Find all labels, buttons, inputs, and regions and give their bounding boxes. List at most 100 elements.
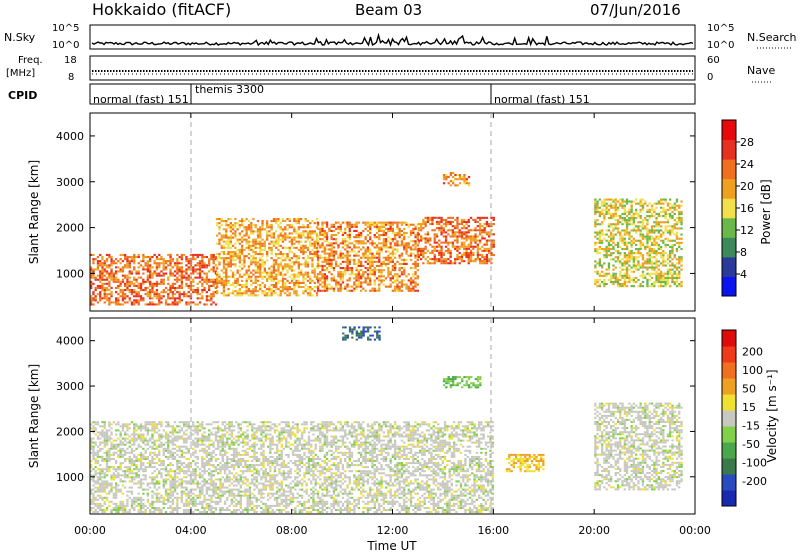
data-cell [288, 288, 291, 291]
data-cell [403, 267, 406, 270]
data-cell [241, 246, 244, 249]
data-cell [641, 206, 645, 209]
data-cell [92, 274, 95, 277]
data-cell [355, 234, 358, 237]
data-cell [103, 291, 106, 294]
data-cell [598, 285, 601, 288]
data-cell [99, 270, 102, 273]
data-cell [394, 252, 397, 255]
data-cell [373, 273, 376, 276]
data-cell [469, 251, 473, 254]
data-cell [417, 239, 420, 242]
data-cell [236, 228, 239, 231]
data-cell [321, 244, 324, 247]
data-cell [222, 279, 226, 282]
data-cell [601, 248, 604, 251]
data-cell [619, 254, 622, 257]
data-cell [375, 277, 379, 280]
data-cell [369, 271, 372, 274]
data-cell [357, 258, 360, 261]
data-cell [151, 282, 154, 285]
data-cell [96, 278, 100, 281]
data-cell [139, 455, 143, 458]
date-title: 07/Jun/2016 [590, 1, 681, 19]
data-cell [628, 278, 631, 281]
data-cell [344, 229, 347, 232]
data-cell [158, 464, 161, 467]
data-cell [173, 286, 177, 289]
data-cell [341, 281, 345, 284]
data-cell [300, 263, 303, 266]
data-cell [126, 468, 129, 471]
data-cell [155, 445, 159, 448]
data-cell [391, 223, 394, 226]
data-cell [614, 278, 617, 281]
data-cell [162, 264, 165, 267]
data-cell [660, 215, 663, 218]
data-cell [151, 458, 154, 460]
data-cell [270, 288, 273, 291]
data-cell [263, 248, 266, 251]
data-cell [442, 231, 445, 234]
data-cell [637, 256, 640, 259]
data-cell [302, 232, 305, 235]
data-cell [641, 221, 645, 224]
data-cell [444, 260, 448, 263]
data-cell [169, 504, 172, 507]
data-cell [99, 425, 102, 428]
data-cell [94, 258, 97, 261]
data-cell [250, 240, 253, 243]
data-cell [90, 478, 93, 481]
data-cell [306, 232, 310, 235]
data-cell [227, 244, 230, 247]
data-cell [234, 218, 237, 221]
data-cell [394, 275, 397, 278]
data-cell [467, 225, 470, 228]
data-cell [144, 421, 147, 424]
data-cell [158, 299, 161, 302]
data-cell [119, 253, 122, 256]
data-cell [442, 223, 445, 226]
data-cell [660, 229, 663, 232]
data-cell [105, 295, 109, 298]
data-cell [451, 233, 454, 236]
data-cell [164, 468, 168, 471]
data-cell [321, 231, 324, 234]
data-cell [662, 262, 665, 265]
data-cell [99, 278, 102, 281]
data-cell [669, 245, 672, 248]
data-cell [646, 258, 649, 261]
data-cell [128, 455, 131, 458]
data-cell [241, 294, 244, 297]
data-cell [284, 281, 287, 284]
data-cell [112, 466, 115, 469]
data-cell [306, 286, 310, 289]
data-cell [151, 274, 154, 277]
data-cell [293, 292, 296, 295]
data-cell [124, 289, 127, 292]
data-cell [208, 286, 211, 289]
data-cell [259, 230, 262, 233]
data-cell [259, 275, 262, 278]
data-cell [94, 498, 97, 501]
data-cell [279, 253, 282, 256]
data-cell [664, 237, 667, 240]
data-cell [648, 248, 651, 251]
data-cell [263, 244, 266, 247]
data-cell [405, 252, 408, 255]
data-cell [124, 453, 127, 456]
data-cell [671, 281, 674, 284]
data-cell [353, 283, 356, 286]
data-cell [146, 280, 149, 283]
data-cell [241, 240, 244, 243]
data-cell [115, 482, 118, 485]
data-cell [254, 261, 257, 264]
data-cell [623, 210, 626, 213]
data-cell [117, 297, 120, 300]
data-cell [268, 242, 271, 245]
data-cell [610, 278, 613, 281]
data-cell [284, 246, 287, 249]
data-cell [664, 198, 667, 201]
data-cell [451, 235, 454, 238]
data-cell [187, 262, 190, 265]
